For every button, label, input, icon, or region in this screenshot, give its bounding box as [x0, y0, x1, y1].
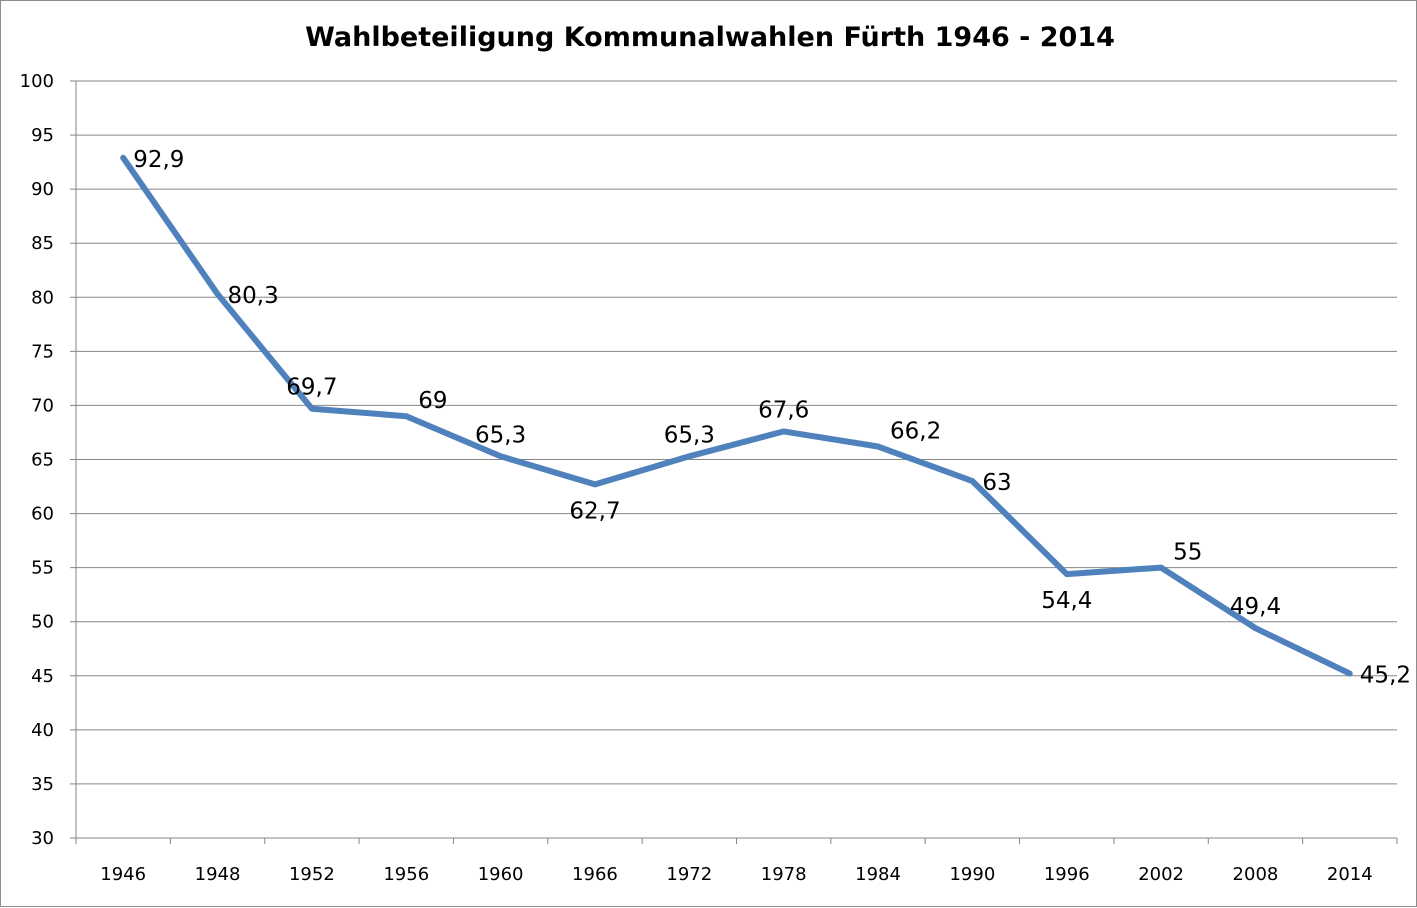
- y-tick-label: 50: [31, 612, 54, 633]
- x-tick-label: 1948: [195, 864, 241, 885]
- data-label: 92,9: [133, 147, 184, 173]
- x-tick-label: 2002: [1138, 864, 1184, 885]
- x-tick-label: 2008: [1233, 864, 1279, 885]
- y-tick-label: 65: [31, 450, 54, 471]
- x-tick-label: 1990: [949, 864, 995, 885]
- data-label: 62,7: [569, 498, 620, 524]
- data-label: 65,3: [475, 422, 526, 448]
- data-label: 45,2: [1360, 663, 1411, 689]
- y-tick-label: 80: [31, 287, 54, 308]
- data-label: 54,4: [1041, 588, 1092, 614]
- y-tick-label: 35: [31, 774, 54, 795]
- y-tick-label: 100: [20, 71, 54, 92]
- gridlines: [76, 80, 1397, 785]
- data-label: 80,3: [228, 283, 279, 309]
- data-label: 65,3: [664, 422, 715, 448]
- x-tick-label: 1978: [761, 864, 807, 885]
- x-tick-label: 1956: [383, 864, 429, 885]
- y-tick-label: 55: [31, 558, 54, 579]
- chart-title: Wahlbeteiligung Kommunalwahlen Fürth 194…: [305, 22, 1115, 53]
- y-tick-label: 60: [31, 504, 54, 525]
- x-tick-label: 2014: [1327, 864, 1373, 885]
- data-label: 69: [418, 388, 447, 414]
- y-tick-label: 90: [31, 179, 54, 200]
- data-labels: 92,9 80,3 69,7 69 65,3 62,7 65,3 67,6 66,2 63 54,4…: [133, 147, 1411, 689]
- x-tick-label: 1946: [100, 864, 146, 885]
- y-tick-label: 95: [31, 125, 54, 146]
- x-tick-label: 1984: [855, 864, 901, 885]
- series-layer: [120, 154, 1353, 677]
- series-line: [120, 154, 1353, 677]
- data-label: 63: [982, 470, 1011, 496]
- y-tick-label: 85: [31, 233, 54, 254]
- y-tick-label: 75: [31, 341, 54, 362]
- y-tick-label: 30: [31, 828, 54, 849]
- data-label: 49,4: [1230, 594, 1281, 620]
- x-tick-label: 1972: [666, 864, 712, 885]
- data-label: 69,7: [286, 375, 337, 401]
- x-tick-label: 1960: [478, 864, 524, 885]
- data-label: 55: [1173, 540, 1202, 566]
- x-tick-label: 1996: [1044, 864, 1090, 885]
- data-label: 66,2: [890, 419, 941, 445]
- y-tick-label: 70: [31, 395, 54, 416]
- data-label: 67,6: [758, 397, 809, 423]
- y-tick-label: 45: [31, 666, 54, 687]
- y-tick-label: 40: [31, 720, 54, 741]
- x-tick-label: 1952: [289, 864, 335, 885]
- x-tick-label: 1966: [572, 864, 618, 885]
- axes: 30 35 40 45 50 55 60 65 70 75 80 85 90 95 100 1946 1948 1…: [20, 71, 1398, 885]
